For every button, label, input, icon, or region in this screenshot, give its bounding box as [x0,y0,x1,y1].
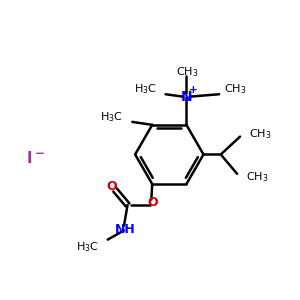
Text: CH$_3$: CH$_3$ [176,65,199,79]
Text: I: I [27,152,32,166]
Text: O: O [107,180,117,193]
Text: CH$_3$: CH$_3$ [249,127,272,141]
Text: H$_3$C: H$_3$C [100,110,122,124]
Text: O: O [148,196,158,209]
Text: CH$_3$: CH$_3$ [246,170,268,184]
Text: CH$_3$: CH$_3$ [224,82,246,96]
Text: +: + [189,85,197,95]
Text: H$_3$C: H$_3$C [134,82,157,96]
Text: N: N [181,90,192,104]
Text: −: − [34,147,44,160]
Text: H$_3$C: H$_3$C [76,240,99,254]
Text: NH: NH [115,223,136,236]
